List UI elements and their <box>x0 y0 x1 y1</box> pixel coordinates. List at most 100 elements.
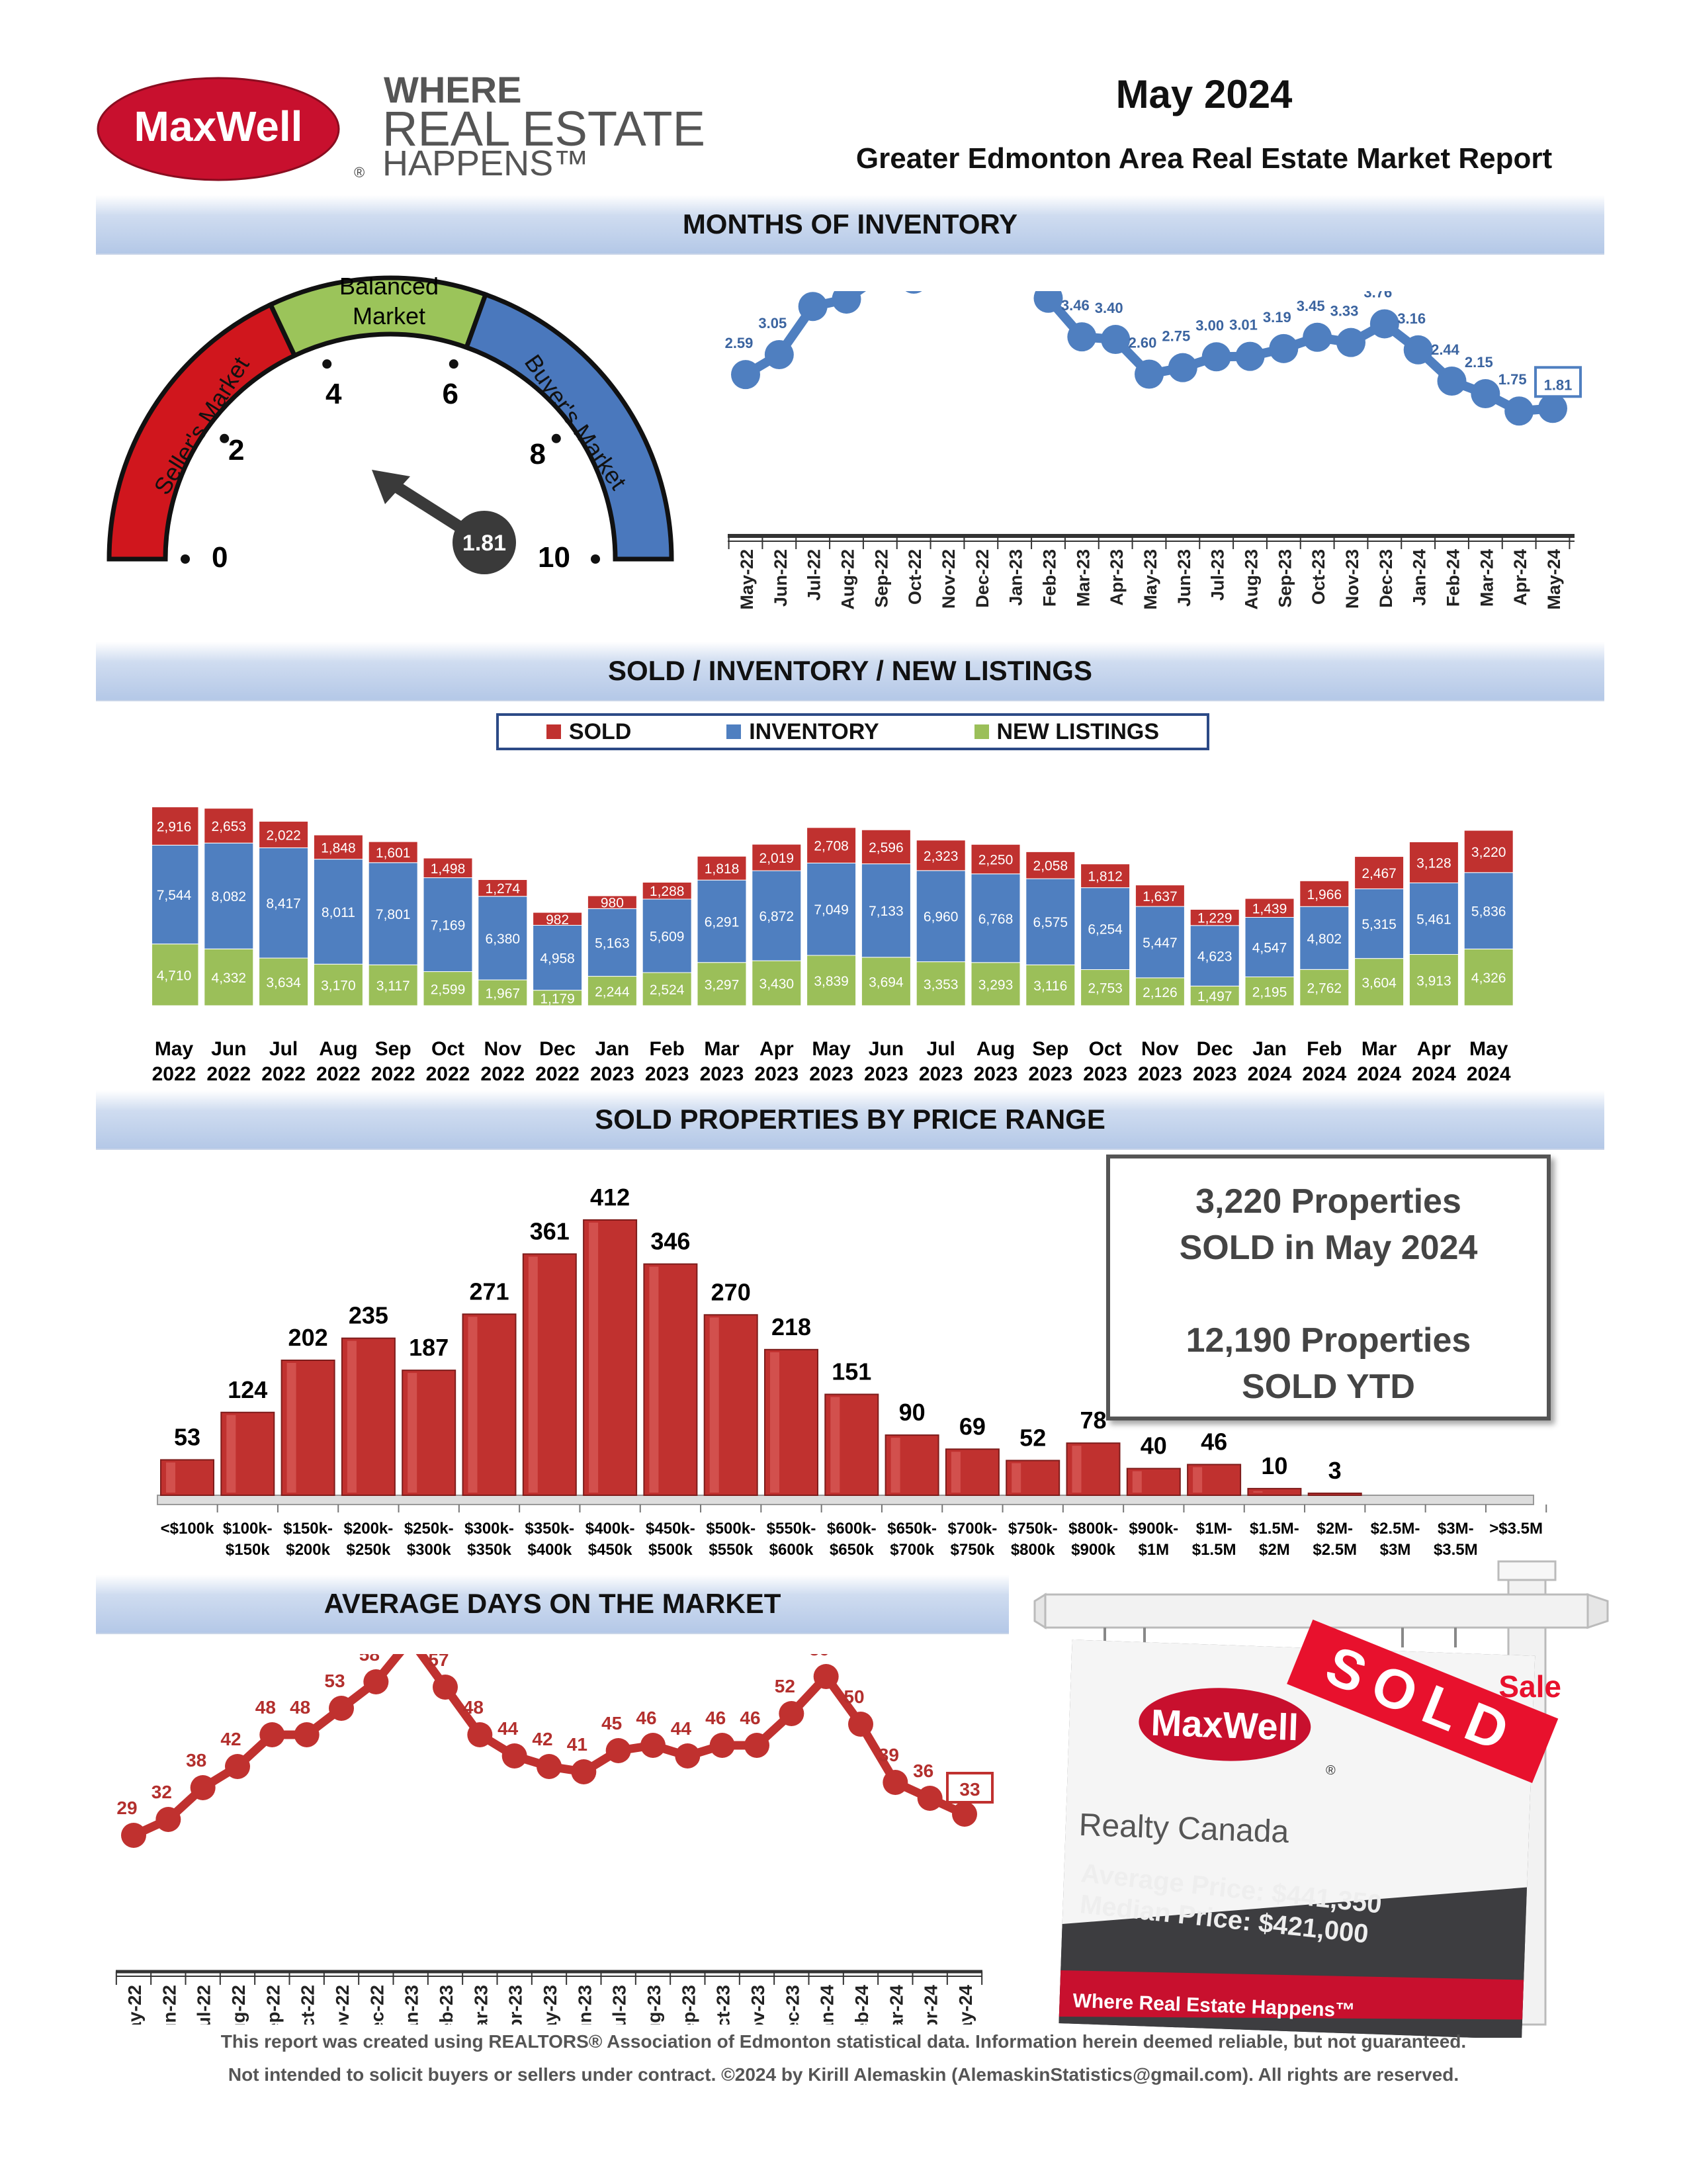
stack-value-label: 3,116 <box>1033 979 1067 994</box>
data-label: 33 <box>959 1779 980 1800</box>
x-tick-label: Jul-22 <box>804 549 824 601</box>
gauge-tick-dot <box>220 433 230 443</box>
data-label: 53 <box>324 1671 345 1691</box>
data-point <box>813 1664 839 1689</box>
x-tick-label: $700k- <box>948 1520 998 1538</box>
stack-segment-inventory <box>1463 872 1514 949</box>
x-tick-label: 2022 <box>371 1063 415 1085</box>
data-label: 46 <box>636 1708 656 1728</box>
stack-value-label: 3,220 <box>1471 845 1506 860</box>
data-label: 45 <box>601 1713 622 1733</box>
x-tick-label: 2023 <box>700 1063 744 1085</box>
x-tick-label: $750k- <box>1008 1520 1058 1538</box>
stack-segment-inventory <box>1025 878 1076 965</box>
stack-value-label: 1,966 <box>1307 887 1342 902</box>
data-point <box>363 1669 389 1694</box>
stack-value-label: 980 <box>601 896 624 911</box>
data-label: 59 <box>809 1654 830 1659</box>
x-tick-label: $150k <box>226 1541 270 1559</box>
stack-segment-sold <box>152 807 199 846</box>
stack-segment-sold <box>204 808 254 844</box>
data-label: 38 <box>186 1750 206 1770</box>
data-label: 50 <box>844 1686 864 1707</box>
x-tick-label: $600k <box>769 1541 814 1559</box>
stack-segment-new-listings <box>259 957 309 1006</box>
gauge-buyer-segment <box>463 291 674 562</box>
x-tick-label: Mar-23 <box>470 1985 491 2025</box>
stack-segment-new-listings <box>642 972 692 1006</box>
stack-value-label: 6,254 <box>1088 922 1123 938</box>
x-tick-label: Jun <box>869 1038 904 1060</box>
x-tick-label: Jan-24 <box>817 1985 838 2025</box>
stack-value-label: 3,604 <box>1362 975 1397 990</box>
stack-segment-new-listings <box>971 962 1021 1006</box>
x-tick-label: Aug <box>319 1038 357 1060</box>
data-point <box>329 1696 354 1721</box>
stack-segment-sold <box>533 912 583 926</box>
data-label: 58 <box>359 1654 380 1665</box>
data-label: 39 <box>879 1745 899 1765</box>
header: MaxWell ® WHERE REAL ESTATE HAPPENS™ May… <box>0 0 1687 192</box>
data-label: 1.75 <box>1498 371 1527 388</box>
bar-value-label: 202 <box>288 1324 328 1351</box>
data-point <box>155 1807 181 1832</box>
sold-summary-box: 3,220 Properties SOLD in May 2024 12,190… <box>1106 1155 1551 1420</box>
data-label: 48 <box>463 1697 484 1718</box>
data-point <box>571 1759 597 1784</box>
stack-segment-sold <box>1025 851 1076 879</box>
svg-text:®: ® <box>354 164 365 181</box>
stack-value-label: 3,634 <box>266 975 301 990</box>
stack-segment-new-listings <box>204 948 254 1006</box>
stack-value-label: 2,762 <box>1307 981 1342 996</box>
x-tick-label: Jul <box>927 1038 955 1060</box>
bar-value-label: 124 <box>228 1376 267 1403</box>
x-tick-label: Jan-23 <box>1006 549 1026 606</box>
x-tick-label: Dec <box>1197 1038 1233 1060</box>
stack-segment-inventory <box>533 924 583 991</box>
stack-value-label: 4,326 <box>1471 971 1506 986</box>
x-tick-label: Jan-24 <box>1410 549 1430 606</box>
gauge-tick-label: 10 <box>538 541 570 574</box>
gauge-tick-label: 0 <box>212 541 228 574</box>
price-range-banner: SOLD PROPERTIES BY PRICE RANGE <box>96 1090 1604 1150</box>
data-label: 3.01 <box>1229 317 1258 333</box>
stack-value-label: 1,498 <box>431 861 466 877</box>
x-tick-label: $550k- <box>767 1520 816 1538</box>
stack-value-label: 6,380 <box>486 932 521 947</box>
stack-value-label: 2,019 <box>759 851 795 866</box>
data-point <box>259 1722 285 1747</box>
x-tick-label: Feb-23 <box>436 1985 456 2025</box>
stack-segment-inventory <box>1408 882 1459 955</box>
x-tick-label: Sep-22 <box>263 1985 283 2025</box>
months-of-inventory-title: MONTHS OF INVENTORY <box>682 208 1018 240</box>
x-tick-label: Aug-22 <box>838 549 858 610</box>
x-tick-label: 2024 <box>1248 1063 1292 1085</box>
sold-inventory-banner: SOLD / INVENTORY / NEW LISTINGS <box>96 642 1604 701</box>
data-label: 3.16 <box>1397 310 1426 327</box>
stack-segment-sold <box>259 820 309 848</box>
legend-new-listings: NEW LISTINGS <box>974 719 1159 745</box>
stack-value-label: 1,274 <box>486 881 521 896</box>
x-tick-label: $450k- <box>646 1520 695 1538</box>
data-label: 2.59 <box>725 335 754 351</box>
x-tick-label: 2023 <box>1028 1063 1072 1085</box>
stack-value-label: 1,848 <box>321 840 356 855</box>
stack-value-label: 5,315 <box>1362 917 1397 932</box>
stack-segment-inventory <box>1354 888 1405 959</box>
days-on-market-title: AVERAGE DAYS ON THE MARKET <box>324 1588 781 1619</box>
x-tick-label: Feb <box>1307 1038 1342 1060</box>
x-tick-label: 2023 <box>809 1063 853 1085</box>
x-tick-label: Feb-24 <box>1444 549 1463 607</box>
stack-segment-inventory <box>1190 925 1240 986</box>
stack-value-label: 3,353 <box>924 977 959 992</box>
stack-segment-sold <box>752 844 802 871</box>
stack-segment-sold <box>1463 830 1514 873</box>
sign-company: Realty Canada <box>1078 1808 1289 1850</box>
stack-segment-inventory <box>642 898 692 973</box>
x-tick-label: $400k- <box>585 1520 635 1538</box>
data-label: 48 <box>290 1697 310 1718</box>
data-label: 3.45 <box>1297 298 1325 314</box>
bar-value-label: 78 <box>1080 1407 1106 1434</box>
bar-value-label: 346 <box>650 1228 690 1255</box>
stack-value-label: 8,417 <box>266 896 301 912</box>
